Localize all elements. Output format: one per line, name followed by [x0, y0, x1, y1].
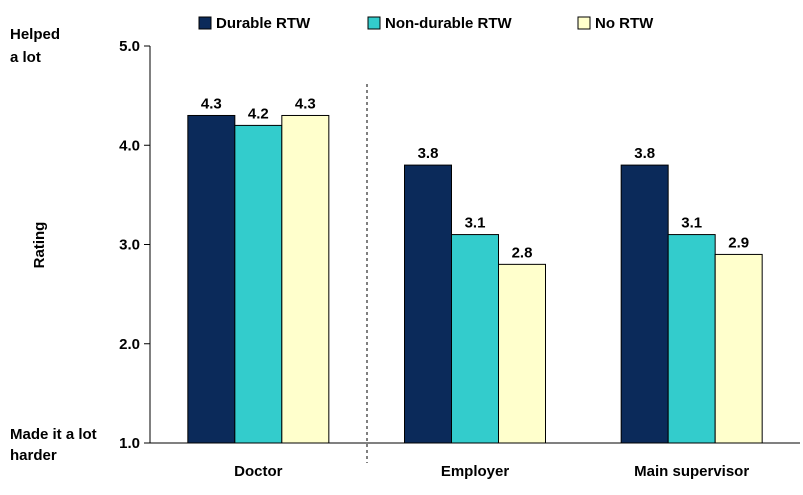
legend-swatch: [367, 16, 381, 30]
bar: [281, 114, 330, 444]
data-label: 2.9: [728, 234, 749, 251]
bar: [451, 234, 499, 444]
legend: Durable RTW Non-durable RTW No RTW: [198, 15, 654, 32]
bar: [187, 114, 236, 444]
y-top-anchor-line2: a lot: [10, 49, 41, 66]
data-label: 3.8: [634, 145, 655, 162]
data-label: 3.1: [681, 215, 702, 232]
y-tick-label: 1.0: [119, 435, 140, 452]
data-label: 2.8: [512, 244, 533, 261]
legend-swatch: [198, 16, 212, 30]
bar: [404, 164, 452, 444]
bar: [234, 124, 283, 444]
x-category-label: Doctor: [234, 463, 282, 480]
y-tick-label: 4.0: [119, 137, 140, 154]
y-bottom-anchor-line2: harder: [10, 447, 57, 464]
y-top-anchor-line1: Helped: [10, 26, 60, 43]
legend-label: Durable RTW: [216, 15, 311, 32]
y-tick-label: 5.0: [119, 38, 140, 55]
bar: [620, 164, 669, 444]
bar: [714, 253, 763, 444]
y-axis-title: Rating: [31, 222, 48, 269]
bar: [667, 234, 716, 444]
data-label: 4.3: [201, 95, 222, 112]
data-label: 3.8: [418, 145, 439, 162]
bars: 4.3 4.2 4.3 3.8 3.1 2.8 3.8 3.1 2.9: [187, 95, 763, 444]
data-label: 4.3: [295, 95, 316, 112]
legend-label: Non-durable RTW: [385, 15, 512, 32]
y-bottom-anchor-line1: Made it a lot: [10, 426, 97, 443]
y-tick-label: 3.0: [119, 237, 140, 254]
x-category-label: Main supervisor: [634, 463, 749, 480]
legend-label: No RTW: [595, 15, 654, 32]
x-category-label: Employer: [441, 463, 510, 480]
y-tick-label: 2.0: [119, 336, 140, 353]
data-label: 3.1: [465, 215, 486, 232]
bar: [498, 263, 546, 444]
legend-swatch: [577, 16, 591, 30]
x-axis-labels: Doctor Employer Main supervisor: [234, 463, 749, 480]
y-axis-ticks: 1.0 2.0 3.0 4.0 5.0: [119, 38, 150, 452]
data-label: 4.2: [248, 105, 269, 122]
